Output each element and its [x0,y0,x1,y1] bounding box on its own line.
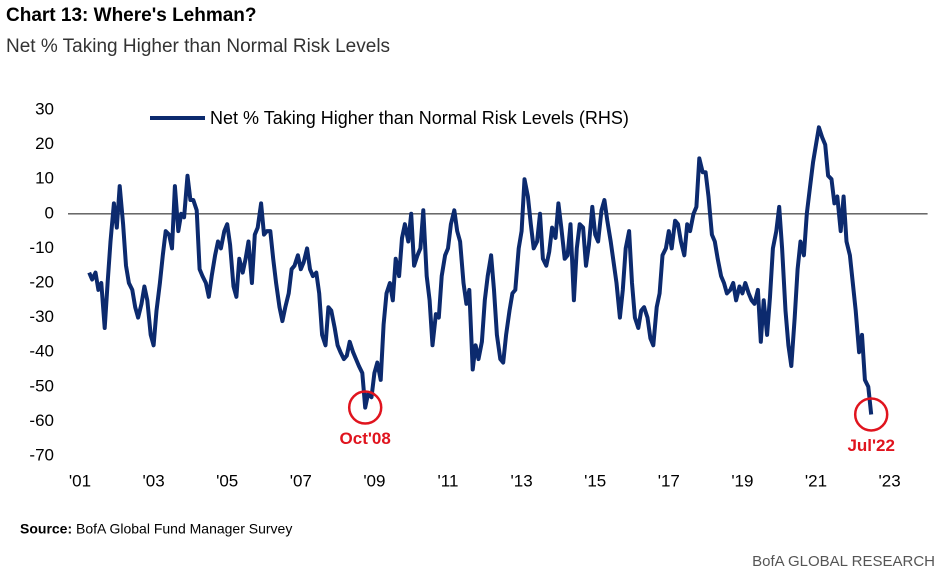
y-tick-label: 20 [35,134,54,153]
x-tick-label: '21 [805,471,827,490]
x-tick-label: '15 [584,471,606,490]
y-tick-label: -10 [29,238,54,257]
footer: BofA GLOBAL RESEARCH [752,553,935,570]
x-tick-label: '05 [216,471,238,490]
y-tick-label: 30 [35,99,54,118]
x-tick-label: '13 [511,471,533,490]
x-tick-label: '23 [879,471,901,490]
x-tick-label: '07 [290,471,312,490]
x-tick-label: '19 [731,471,753,490]
y-tick-label: -70 [29,445,54,464]
x-tick-label: '11 [438,471,459,490]
y-tick-label: -20 [29,272,54,291]
x-tick-label: '03 [143,471,165,490]
x-tick-label: '01 [69,471,91,490]
x-tick-label: '09 [363,471,385,490]
y-tick-label: 10 [35,169,54,188]
y-tick-label: 0 [45,203,54,222]
source-label: Source: [20,521,72,537]
legend-label: Net % Taking Higher than Normal Risk Lev… [210,108,629,128]
series-line [87,125,874,415]
source-text: BofA Global Fund Manager Survey [76,521,292,537]
annotation-label: Oct'08 [340,429,391,448]
annotation-label: Jul'22 [847,436,895,455]
chart-subtitle: Net % Taking Higher than Normal Risk Lev… [6,36,390,57]
chart-title: Chart 13: Where's Lehman? [6,5,257,26]
annotation-circle [347,390,383,425]
y-tick-label: -50 [29,376,54,395]
x-tick-label: '17 [658,471,680,490]
y-tick-label: -60 [29,411,54,430]
y-tick-label: -40 [29,342,54,361]
y-tick-label: -30 [29,307,54,326]
annotation-circle [853,397,889,432]
